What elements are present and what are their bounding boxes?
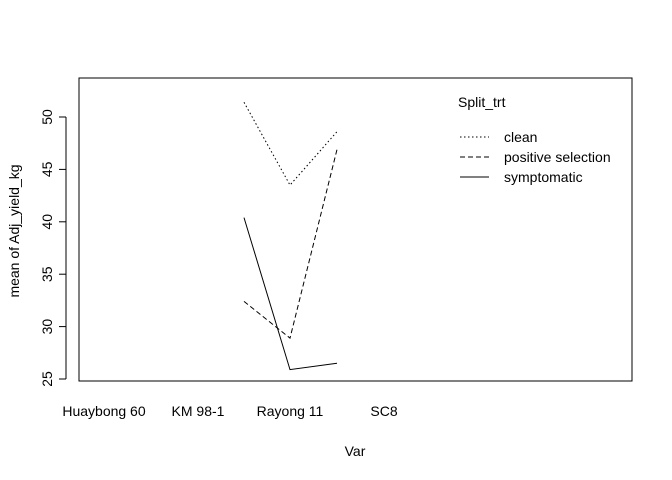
legend-label-clean: clean: [504, 129, 537, 145]
series-lines: [243, 102, 338, 371]
y-tick-label: 30: [39, 319, 55, 335]
plot-frame: [78, 77, 633, 382]
series-line-positive-selection: [243, 149, 338, 339]
y-tick-label: 40: [39, 214, 55, 230]
legend-label-positive-selection: positive selection: [504, 149, 611, 165]
y-tick-label: 45: [39, 161, 55, 177]
series-line-clean: [243, 102, 338, 186]
y-axis-title: mean of Adj_yield_kg: [6, 164, 22, 297]
x-tick-label: Huaybong 60: [62, 403, 146, 419]
y-tick-label: 50: [39, 109, 55, 125]
legend-label-symptomatic: symptomatic: [504, 169, 583, 185]
y-tick-label: 25: [39, 371, 55, 387]
x-axis-labels: Huaybong 60 KM 98-1 Rayong 11 SC8: [62, 403, 397, 419]
y-axis: 25 30 35 40 45 50: [39, 109, 67, 387]
legend-title: Split_trt: [458, 94, 506, 110]
x-tick-label: KM 98-1: [172, 403, 225, 419]
series-line-symptomatic: [243, 217, 338, 371]
y-tick-label: 35: [39, 266, 55, 282]
x-axis-title: Var: [345, 443, 366, 459]
x-tick-label: Rayong 11: [257, 403, 324, 419]
x-tick-label: SC8: [370, 403, 397, 419]
legend: Split_trt clean positive selection symptom…: [458, 94, 611, 185]
